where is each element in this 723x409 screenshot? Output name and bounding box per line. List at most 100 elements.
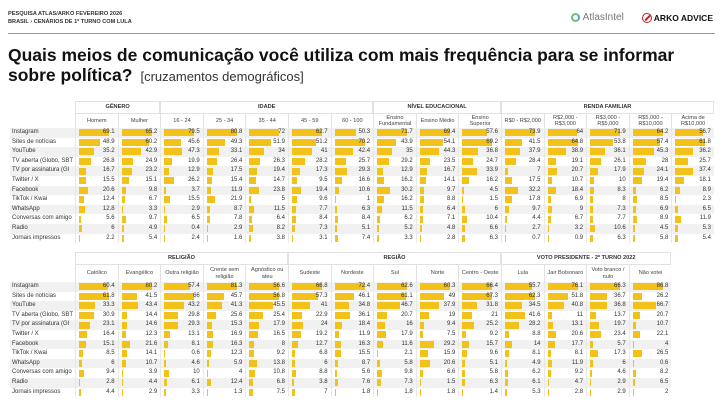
value-label: 4.7 [574,378,584,385]
value-label: 15.7 [486,340,498,347]
value-label: 12.9 [401,167,413,174]
data-cell: 5.3 [671,223,714,234]
value-bar [632,177,642,185]
data-cell: 14.4 [117,310,161,321]
value-label: 5.9 [234,359,243,366]
value-bar [377,234,379,242]
value-bar [206,360,209,368]
data-cell: 76.1 [543,282,587,292]
value-label: 13.8 [273,359,285,366]
data-cell: 41 [287,147,331,157]
column-header: Voto branco / nulo [586,264,629,282]
value-label: 40.8 [571,302,584,309]
value-label: 54.1 [443,138,456,145]
value-bar [206,206,210,214]
column-header: Agnóstico ou ateu [245,264,288,282]
value-label: 26.3 [273,157,285,164]
value-bar [206,167,214,175]
value-label: 9.4 [447,321,456,328]
value-label: 1.8 [361,388,371,395]
row-label: TV aberta (Globo, SBT [12,311,74,318]
value-bar [121,350,127,358]
value-label: 8.8 [319,369,328,376]
value-bar [291,186,302,194]
data-cell: 66.3 [586,282,629,292]
data-cell: 4.4 [75,387,118,398]
value-bar [590,148,606,156]
value-bar [419,340,435,348]
data-cell: 56.8 [245,291,288,302]
value-label: 6.2 [404,215,413,222]
value-bar [462,302,477,310]
value-bar [334,225,337,233]
value-label: 16.7 [443,167,456,174]
value-bar [547,206,552,214]
value-bar [249,340,254,348]
value-bar [675,215,682,223]
value-bar [377,196,384,204]
value-bar [164,196,171,204]
value-label: 57.4 [656,138,669,145]
value-label: 1.5 [447,378,456,385]
data-cell: 25.7 [671,156,714,167]
data-cell: 66.7 [628,301,672,311]
value-label: 29.3 [358,167,371,174]
value-bar [504,379,508,387]
value-bar [249,350,255,358]
data-cell: 26.4 [202,156,246,167]
value-bar [164,283,191,291]
value-label: 8.8 [532,330,541,337]
column-header: 60 - 100 [330,113,374,128]
value-label: 30.9 [102,311,115,318]
data-cell: 1.5 [415,377,459,388]
data-cell: 57.6 [458,128,501,138]
value-bar [547,283,578,291]
value-label: 5.3 [702,224,711,231]
data-cell: 30.2 [373,185,416,196]
value-bar [632,148,654,156]
title-main: Quais meios de comunicação você utiliza … [8,45,675,85]
data-cell: 9.5 [287,175,331,186]
value-label: 62.7 [315,129,328,135]
data-cell: 17.9 [586,166,629,176]
column-header: R$2,000 - R$3,000 [543,113,587,128]
value-bar [590,234,593,242]
data-cell: 1.8 [415,387,459,398]
value-label: 42.9 [145,148,158,155]
value-bar [249,321,259,329]
value-bar [675,148,693,156]
data-cell: 23.2 [117,166,161,176]
value-label: 6.6 [447,369,456,376]
value-bar [590,302,607,310]
value-label: 10.4 [486,215,498,222]
value-label: 16.2 [401,176,413,183]
value-label: 24.7 [486,157,498,164]
value-label: 23.2 [145,167,158,174]
value-label: 10.8 [273,369,285,376]
value-label: 5.8 [659,234,669,241]
table-row: TV aberta (Globo, SBT 30.9 14.4 29.8 25.6 25.… [10,310,671,321]
data-cell: 60.4 [75,282,118,292]
data-cell: 38.9 [543,147,587,157]
value-label: 35 [406,148,413,155]
value-bar [79,379,81,387]
value-bar [632,225,635,233]
value-label: 9.7 [532,205,541,212]
value-bar [547,340,555,348]
value-bar [79,292,109,300]
value-label: 61.1 [401,292,413,299]
data-cell: 20.6 [543,329,587,340]
table-row: Twitter / X 15.5 15.1 26.2 15.4 14.7 9.5 16.6 16… [10,175,714,186]
value-bar [632,369,636,377]
data-cell: 12.3 [117,329,161,340]
value-bar [675,234,678,242]
data-cell: 16.2 [373,195,416,205]
data-cell: 6.3 [458,233,501,244]
data-cell: 9.7 [117,214,161,224]
data-cell: 8.9 [671,185,714,196]
column-header: Nordeste [330,264,374,282]
value-bar [590,138,613,146]
value-label: 20.6 [102,186,115,193]
data-cell: 37.9 [500,147,544,157]
value-label: 7.7 [319,205,328,212]
